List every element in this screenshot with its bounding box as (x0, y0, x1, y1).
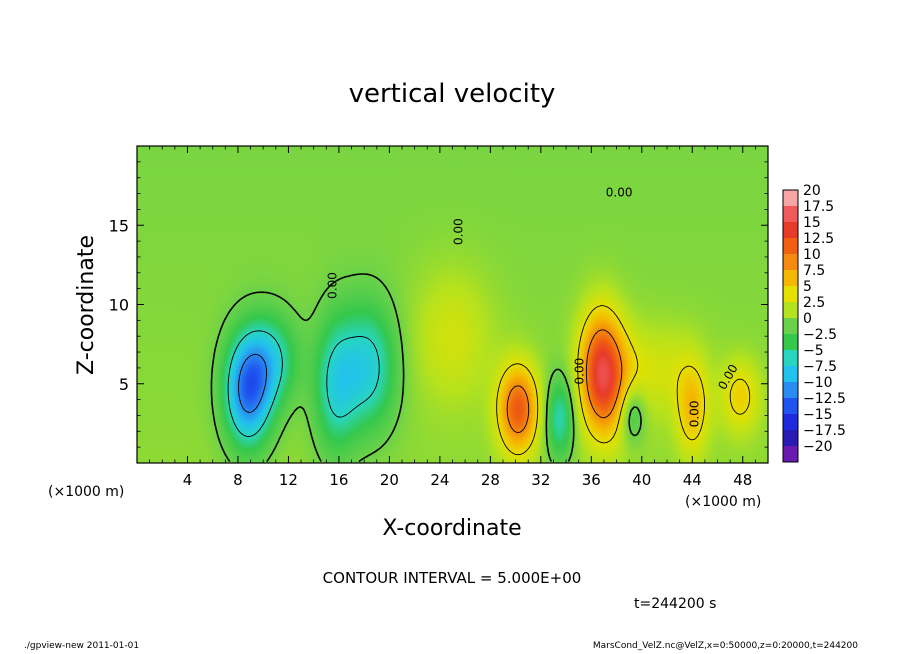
colorbar-segment (783, 366, 798, 383)
chart-title: vertical velocity (349, 79, 556, 109)
colorbar-label: 12.5 (803, 231, 834, 247)
x-unit-right: (×1000 m) (685, 494, 761, 510)
y-tick-label: 10 (109, 296, 129, 315)
colorbar-label: −2.5 (803, 327, 837, 343)
colorbar-segment (783, 270, 798, 287)
x-tick-label: 4 (183, 471, 193, 489)
colorbar-label: −5 (803, 343, 824, 359)
x-tick-label: 8 (233, 471, 243, 489)
colorbar-segment (783, 190, 798, 207)
x-axis-label: X-coordinate (382, 516, 521, 541)
contour-label: 0.00 (606, 186, 633, 200)
colorbar-label: 5 (803, 279, 812, 295)
x-tick-label: 16 (329, 471, 348, 489)
colorbar-segment (783, 430, 798, 447)
velocity-field (137, 146, 768, 463)
y-axis-label: Z-coordinate (74, 235, 99, 375)
contour-positive-5 (496, 305, 751, 456)
colorbar-label: −20 (803, 439, 833, 455)
colorbar-label: −7.5 (803, 359, 837, 375)
contour-zero (210, 273, 642, 463)
colorbar-segment (783, 206, 798, 223)
x-tick-label: 44 (683, 471, 702, 489)
contour-label: 0.00 (688, 401, 702, 428)
contour-positive-10 (506, 329, 623, 433)
colorbar-label: 0 (803, 311, 812, 327)
colorbar-segment (783, 302, 798, 319)
colorbar-label: −10 (803, 375, 833, 391)
x-unit-left: (×1000 m) (48, 484, 124, 500)
contour-interval: CONTOUR INTERVAL = 5.000E+00 (323, 569, 582, 587)
x-tick-label: 48 (733, 471, 752, 489)
x-axis-ticks: 4 8 12 16 20 24 28 32 36 40 44 48 (149, 146, 756, 489)
colorbar-segment (783, 350, 798, 367)
x-tick-label: 12 (279, 471, 298, 489)
colorbar-segment (783, 318, 798, 335)
contour-labels: 0.000.000.000.000.000.00 (325, 186, 740, 428)
contour-label: 0.00 (325, 272, 339, 299)
colorbar-segment (783, 334, 798, 351)
colorbar: 2017.51512.5107.552.50−2.5−5−7.5−10−12.5… (782, 183, 846, 463)
x-tick-label: 40 (632, 471, 651, 489)
colorbar-segment (783, 254, 798, 271)
colorbar-label: 15 (803, 215, 821, 231)
y-axis-ticks: 5 10 15 (109, 161, 768, 448)
footer-right: MarsCond_VelZ.nc@VelZ,x=0:50000,z=0:2000… (592, 641, 858, 651)
plot-area: 0.000.000.000.000.000.00 (136, 145, 769, 464)
colorbar-segment (783, 414, 798, 431)
x-tick-label: 24 (430, 471, 449, 489)
colorbar-label: −17.5 (803, 423, 846, 439)
contour-label: 0.00 (452, 218, 466, 245)
colorbar-segment (783, 222, 798, 239)
x-tick-label: 36 (582, 471, 601, 489)
contour-negative-10 (238, 353, 267, 413)
colorbar-segment (783, 286, 798, 303)
colorbar-segment (783, 382, 798, 399)
x-tick-label: 32 (531, 471, 550, 489)
colorbar-label: 17.5 (803, 199, 834, 215)
x-tick-label: 20 (380, 471, 399, 489)
time-label: t=244200 s (634, 596, 716, 612)
colorbar-label: 10 (803, 247, 821, 263)
contour-label: 0.00 (573, 358, 587, 385)
colorbar-label: 20 (803, 183, 821, 199)
colorbar-segment (783, 446, 798, 463)
y-tick-label: 15 (109, 216, 129, 235)
colorbar-frame (782, 189, 799, 463)
colorbar-label: 7.5 (803, 263, 825, 279)
colorbar-segment (783, 398, 798, 415)
x-tick-label: 28 (481, 471, 500, 489)
contour-negative-5 (227, 330, 380, 437)
colorbar-label: 2.5 (803, 295, 825, 311)
colorbar-label: −15 (803, 407, 833, 423)
y-tick-label: 5 (119, 375, 129, 394)
colorbar-label: −12.5 (803, 391, 846, 407)
contour-lines (210, 273, 751, 463)
footer-left: ./gpview-new 2011-01-01 (24, 641, 140, 651)
colorbar-segment (783, 238, 798, 255)
